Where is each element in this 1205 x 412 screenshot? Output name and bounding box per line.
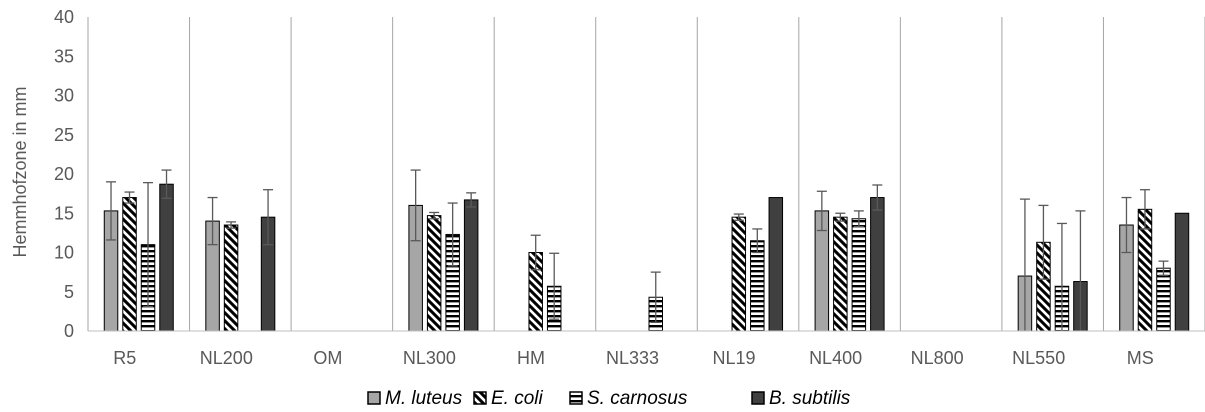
x-axis-ticks: R5 NL200 OM NL300 HM NL333 NL19 NL400 NL800 NL550…: [113, 348, 1153, 368]
y-tick-label: 25: [54, 125, 74, 145]
bar: [159, 183, 174, 332]
x-tick-label: NL19: [713, 348, 756, 368]
y-tick-label: 15: [54, 203, 74, 223]
category-dividers: [87, 17, 1205, 331]
bar: [768, 197, 784, 332]
legend-label: M. luteus: [385, 388, 463, 409]
bar: [833, 216, 848, 332]
x-tick-label: NL300: [403, 348, 456, 368]
x-tick-label: NL400: [809, 348, 862, 368]
bar: [1174, 212, 1190, 332]
y-tick-label: 0: [64, 321, 74, 341]
bar: [851, 218, 867, 332]
y-tick-label: 35: [54, 46, 74, 66]
bar: [750, 240, 765, 332]
bar: [426, 215, 442, 332]
bar: [463, 199, 479, 332]
x-tick-label: NL333: [606, 348, 659, 368]
x-tick-label: R5: [113, 348, 136, 368]
y-tick-label: 30: [54, 86, 74, 106]
error-bars: [106, 169, 1169, 331]
bar: [731, 216, 747, 332]
legend-swatch: [569, 391, 583, 405]
x-tick-label: NL800: [911, 348, 964, 368]
y-tick-label: 40: [54, 7, 74, 27]
legend-label: B. subtilis: [769, 388, 851, 409]
bar: [223, 224, 239, 332]
legend-swatch: [751, 391, 765, 405]
x-tick-label: HM: [517, 348, 545, 368]
legend-label: E. coli: [491, 388, 544, 409]
x-tick-label: NL550: [1012, 348, 1065, 368]
y-axis-ticks: 0 5 10 15 20 25 30 35 40: [54, 7, 74, 341]
y-axis-label: Hemmhofzone in mm: [10, 86, 30, 257]
legend-swatch: [367, 391, 381, 405]
y-tick-label: 20: [54, 164, 74, 184]
bar: [122, 197, 137, 332]
x-tick-label: NL200: [200, 348, 253, 368]
legend: M. luteus E. coli S. carnosus B. subtilis: [367, 388, 851, 409]
y-tick-label: 5: [64, 282, 74, 302]
x-tick-label: MS: [1127, 348, 1154, 368]
bar-series: [103, 183, 1190, 332]
legend-label: S. carnosus: [587, 388, 688, 409]
legend-swatch: [473, 391, 487, 405]
bar: [870, 197, 885, 332]
bar: [1156, 267, 1171, 332]
x-tick-label: OM: [313, 348, 342, 368]
y-tick-label: 10: [54, 243, 74, 263]
